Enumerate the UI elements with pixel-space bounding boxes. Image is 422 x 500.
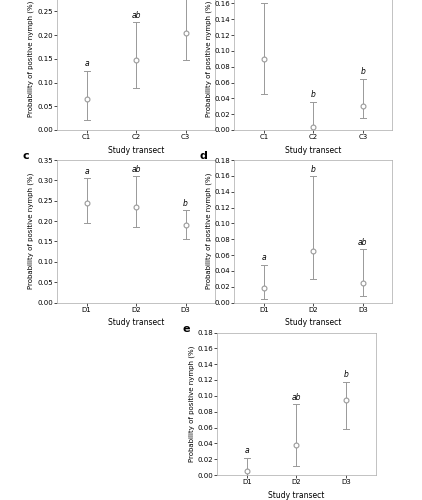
X-axis label: Study transect: Study transect (285, 318, 341, 327)
Text: b: b (344, 370, 348, 380)
Text: ab: ab (358, 238, 368, 246)
Y-axis label: Probability of positive nymph (%): Probability of positive nymph (%) (205, 0, 211, 117)
Text: ab: ab (292, 392, 301, 402)
X-axis label: Study transect: Study transect (108, 318, 164, 327)
Text: a: a (262, 0, 266, 1)
X-axis label: Study transect: Study transect (108, 146, 164, 154)
Text: c: c (22, 152, 29, 162)
Text: a: a (245, 446, 249, 456)
X-axis label: Study transect: Study transect (268, 490, 325, 500)
Text: a: a (84, 167, 89, 176)
Y-axis label: Probability of positive nymph (%): Probability of positive nymph (%) (188, 346, 195, 462)
Text: a: a (84, 60, 89, 68)
X-axis label: Study transect: Study transect (285, 146, 341, 154)
Text: ab: ab (131, 165, 141, 174)
Text: a: a (262, 254, 266, 262)
Y-axis label: Probability of positive nymph (%): Probability of positive nymph (%) (28, 173, 34, 290)
Text: d: d (200, 152, 207, 162)
Text: ab: ab (131, 10, 141, 20)
Y-axis label: Probability of positive nymph (%): Probability of positive nymph (%) (205, 173, 211, 290)
Y-axis label: Probability of positive nymph (%): Probability of positive nymph (%) (28, 0, 34, 117)
Text: b: b (360, 68, 365, 76)
Text: b: b (311, 164, 316, 173)
Text: b: b (183, 198, 188, 207)
Text: e: e (183, 324, 190, 334)
Text: b: b (311, 90, 316, 100)
